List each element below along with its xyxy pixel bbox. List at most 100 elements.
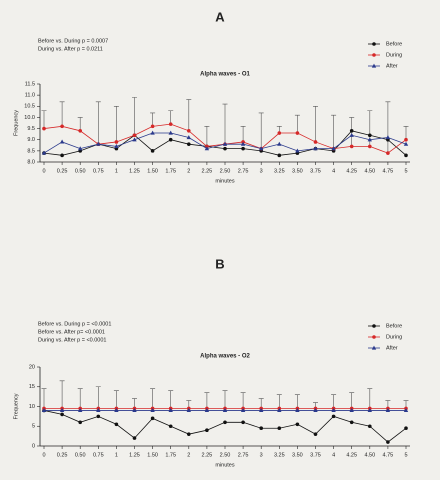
marker xyxy=(403,408,409,413)
x-tick-label: 1.50 xyxy=(147,168,158,174)
y-tick-label: 10 xyxy=(29,404,35,410)
marker xyxy=(60,124,64,129)
y-tick-label: 10.5 xyxy=(24,104,35,110)
marker xyxy=(277,153,282,158)
error-bar xyxy=(240,392,246,409)
marker xyxy=(385,135,391,140)
marker xyxy=(60,153,64,158)
marker xyxy=(150,130,155,135)
legend-label: After xyxy=(386,345,398,351)
legend-label: Before xyxy=(386,41,402,47)
marker xyxy=(42,126,46,131)
error-bar xyxy=(150,112,156,127)
error-bar xyxy=(41,388,47,409)
x-tick-label: 4.50 xyxy=(364,452,375,458)
marker xyxy=(223,420,227,425)
x-tick-label: 2.25 xyxy=(202,452,213,458)
marker xyxy=(222,408,228,413)
y-tick-label: 11.5 xyxy=(25,81,35,87)
marker xyxy=(313,408,318,413)
error-bar xyxy=(77,117,83,131)
marker xyxy=(259,426,264,431)
marker xyxy=(241,420,245,425)
error-bar xyxy=(331,394,337,409)
marker xyxy=(41,408,47,413)
marker xyxy=(241,146,245,151)
marker xyxy=(168,424,173,429)
marker xyxy=(132,133,137,138)
y-tick-label: 9.5 xyxy=(27,126,35,132)
marker xyxy=(404,426,408,431)
marker xyxy=(349,129,354,133)
marker xyxy=(187,142,191,146)
marker xyxy=(78,129,82,133)
marker xyxy=(372,324,376,328)
marker xyxy=(114,408,119,413)
x-tick-label: 1.25 xyxy=(129,452,140,458)
marker xyxy=(78,146,83,151)
marker xyxy=(368,144,372,149)
x-tick-label: 1.25 xyxy=(129,168,140,174)
x-tick-label: 0.75 xyxy=(93,452,104,458)
marker xyxy=(168,408,173,413)
y-axis-label: Frequency xyxy=(13,393,19,419)
x-axis-label: minutes xyxy=(215,178,235,184)
annotation: Before vs. During p = 0.0007 xyxy=(38,38,108,44)
x-tick-label: 5 xyxy=(404,168,407,174)
x-tick-label: 3.50 xyxy=(292,452,303,458)
y-tick-label: 9.0 xyxy=(27,137,35,143)
marker xyxy=(295,422,300,427)
marker xyxy=(259,146,264,151)
x-tick-label: 1 xyxy=(115,452,118,458)
y-tick-label: 8.5 xyxy=(27,148,35,154)
x-tick-label: 0 xyxy=(42,168,45,174)
marker xyxy=(59,139,65,144)
marker xyxy=(331,408,336,413)
marker xyxy=(331,414,336,419)
legend-label: During xyxy=(386,52,402,58)
y-tick-label: 8.0 xyxy=(27,159,35,165)
x-tick-label: 0 xyxy=(42,452,45,458)
x-tick-label: 0.50 xyxy=(75,168,86,174)
marker xyxy=(368,133,372,138)
error-bar xyxy=(59,380,65,409)
marker xyxy=(367,137,372,142)
marker xyxy=(150,408,155,413)
marker xyxy=(259,408,264,413)
marker xyxy=(372,42,376,46)
error-bar xyxy=(367,388,373,409)
x-tick-label: 0.25 xyxy=(57,168,68,174)
annotation: During vs. After p = <0.0001 xyxy=(38,337,107,343)
error-bar xyxy=(186,99,192,131)
marker xyxy=(132,408,137,413)
error-bar xyxy=(276,394,282,409)
x-tick-label: 3.25 xyxy=(274,452,285,458)
x-tick-label: 2.75 xyxy=(238,452,249,458)
error-bar xyxy=(313,105,318,142)
y-tick-label: 11.0 xyxy=(25,93,35,99)
marker xyxy=(204,146,210,151)
x-tick-label: 4.25 xyxy=(346,452,357,458)
panel-label: B xyxy=(215,256,224,271)
x-tick-label: 4.50 xyxy=(364,168,375,174)
marker xyxy=(187,129,191,133)
error-bar xyxy=(77,388,83,409)
marker xyxy=(150,149,155,153)
x-tick-label: 3.75 xyxy=(310,452,321,458)
legend-label: Before xyxy=(386,323,402,329)
error-bar xyxy=(240,126,246,142)
x-tick-label: 2.75 xyxy=(238,168,249,174)
x-tick-label: 3.75 xyxy=(310,168,321,174)
marker xyxy=(78,408,83,413)
y-tick-label: 0 xyxy=(32,443,35,449)
error-bar xyxy=(222,103,228,145)
marker xyxy=(96,408,101,413)
error-bar xyxy=(59,101,65,127)
y-tick-label: 20 xyxy=(29,364,35,370)
marker xyxy=(41,150,47,155)
marker xyxy=(277,141,282,146)
marker xyxy=(60,412,64,417)
x-tick-label: 2 xyxy=(187,168,190,174)
marker xyxy=(277,408,282,413)
